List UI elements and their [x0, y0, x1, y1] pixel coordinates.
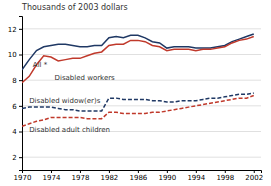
- tick-mark: [138, 170, 139, 173]
- tick-label: 12: [8, 26, 17, 34]
- annotation: All *: [33, 61, 48, 69]
- annotation: Disabled adult children: [29, 126, 110, 134]
- grid-line: [22, 105, 261, 106]
- title: Thousands of 2003 dollars: [21, 3, 128, 12]
- line: [22, 93, 254, 111]
- x-axis: 1970 1974 1978 1982 1986 1990 1994 1998 2002: [14, 170, 264, 182]
- tick-label: 1986: [129, 174, 147, 182]
- tick-mark: [51, 170, 52, 173]
- tick: 12: [8, 26, 22, 34]
- tick-label: 1978: [72, 174, 90, 182]
- tick: 1986: [129, 170, 147, 182]
- axis-line: [19, 17, 23, 171]
- tick: 2: [12, 154, 22, 162]
- grid-line: [22, 28, 261, 29]
- plot: 1970 1974 1978 1982 1986 1990 1994 1998 2002 2 4 6 8…: [8, 17, 263, 183]
- tick-label: 6: [12, 103, 17, 111]
- tick-label: 4: [12, 128, 17, 136]
- tick-mark: [80, 170, 81, 173]
- tick: 1978: [72, 170, 90, 182]
- tick: 1994: [187, 170, 205, 182]
- tick-label: 1974: [43, 174, 61, 182]
- tick-mark: [254, 170, 255, 173]
- annotation: Disabled workers: [55, 74, 116, 82]
- tick: 1970: [14, 170, 32, 182]
- axis-line: [23, 171, 262, 174]
- tick-mark: [196, 170, 197, 173]
- tick-label: 2002: [245, 174, 263, 182]
- tick-label: 10: [8, 51, 17, 59]
- tick-label: 1982: [100, 174, 118, 182]
- tick-mark: [19, 106, 22, 107]
- grid-line: [22, 157, 261, 158]
- tick-label: 1994: [187, 174, 205, 182]
- tick-mark: [19, 55, 22, 56]
- tick: 1990: [158, 170, 176, 182]
- y-axis: 2 4 6 8 10 12: [8, 17, 23, 171]
- tick-mark: [225, 170, 226, 173]
- tick: 8: [12, 77, 22, 85]
- annotations: All * Disabled workers Disabled widow(er)s…: [29, 61, 115, 134]
- grid: [22, 29, 261, 157]
- tick: 10: [8, 51, 22, 59]
- tick-mark: [19, 157, 22, 158]
- tick: 2002: [245, 170, 263, 182]
- tick: 1974: [43, 170, 61, 182]
- tick-mark: [19, 80, 22, 81]
- line: [22, 37, 254, 83]
- tick-mark: [19, 29, 22, 30]
- tick-mark: [167, 170, 168, 173]
- tick-label: 8: [12, 77, 16, 85]
- tick: 4: [12, 128, 22, 136]
- tick: 1998: [216, 170, 234, 182]
- chart: 1970 1974 1978 1982 1986 1990 1994 1998 2002 2 4 6 8…: [0, 0, 271, 186]
- tick-label: 2: [12, 154, 16, 162]
- tick: 6: [12, 103, 22, 111]
- line: [22, 96, 254, 127]
- tick-label: 1998: [216, 174, 234, 182]
- lines: [22, 34, 254, 126]
- tick-mark: [19, 132, 22, 133]
- annotation: Disabled widow(er)s: [29, 97, 100, 105]
- tick-label: 1990: [158, 174, 176, 182]
- tick-label: 1970: [14, 174, 32, 182]
- tick: 1982: [100, 170, 118, 182]
- tick-mark: [109, 170, 110, 173]
- line: [22, 34, 254, 70]
- grid-line: [22, 54, 261, 55]
